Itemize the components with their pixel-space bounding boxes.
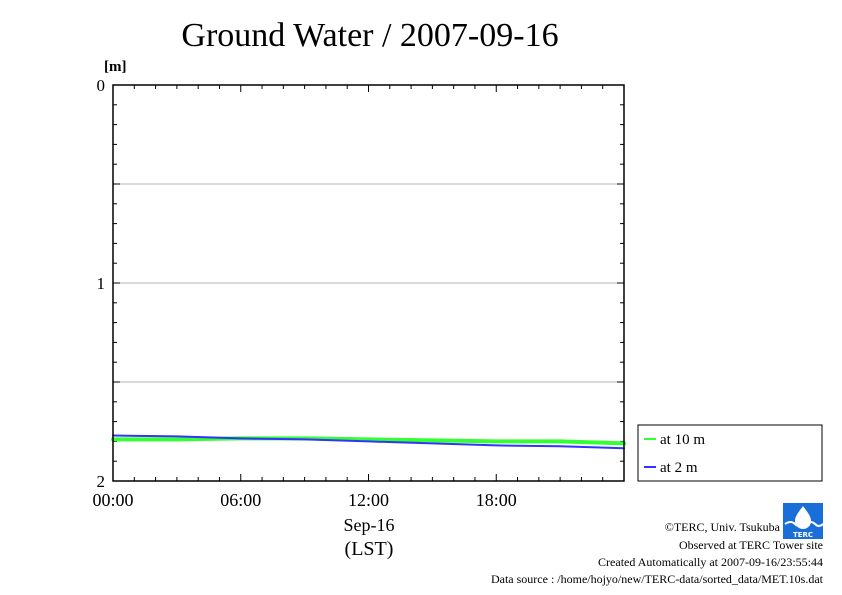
y-tick-label: 1 (97, 274, 106, 293)
terc-logo: TERC (783, 503, 823, 539)
footer-copyright: ©TERC, Univ. Tsukuba (664, 520, 780, 534)
grid-lines (113, 183, 624, 383)
y-tick-labels: 0 1 2 (97, 76, 106, 491)
legend: at 10 m at 2 m (637, 424, 823, 482)
footer-created: Created Automatically at 2007-09-16/23:5… (598, 555, 823, 569)
x-unit-label: (LST) (345, 538, 394, 560)
x-tick-label: 00:00 (92, 490, 133, 510)
series-lines (111, 434, 626, 450)
x-tick-label: 12:00 (348, 490, 389, 510)
series-line-0 (111, 436, 626, 446)
logo-text: TERC (793, 531, 813, 539)
plot-frame (112, 84, 625, 482)
footer-site: Observed at TERC Tower site (678, 538, 823, 552)
y-axis-unit-label: [m] (104, 59, 127, 75)
y-tick-label: 0 (97, 76, 106, 95)
wave-icon (784, 521, 823, 527)
footer-source: Data source : /home/hojyo/new/TERC-data/… (490, 572, 823, 586)
legend-label-at-10m: at 10 m (660, 432, 705, 448)
legend-label-at-2m: at 2 m (660, 460, 698, 476)
y-tick-label: 2 (97, 472, 106, 491)
x-tick-labels: 00:00 06:00 12:00 18:00 (92, 490, 516, 510)
x-tick-label: 18:00 (476, 490, 517, 510)
legend-box (637, 424, 823, 482)
chart-title: Ground Water / 2007-09-16 (181, 17, 558, 54)
x-tick-label: 06:00 (220, 490, 261, 510)
x-date-label: Sep-16 (344, 515, 395, 535)
series-line-1 (112, 434, 625, 450)
